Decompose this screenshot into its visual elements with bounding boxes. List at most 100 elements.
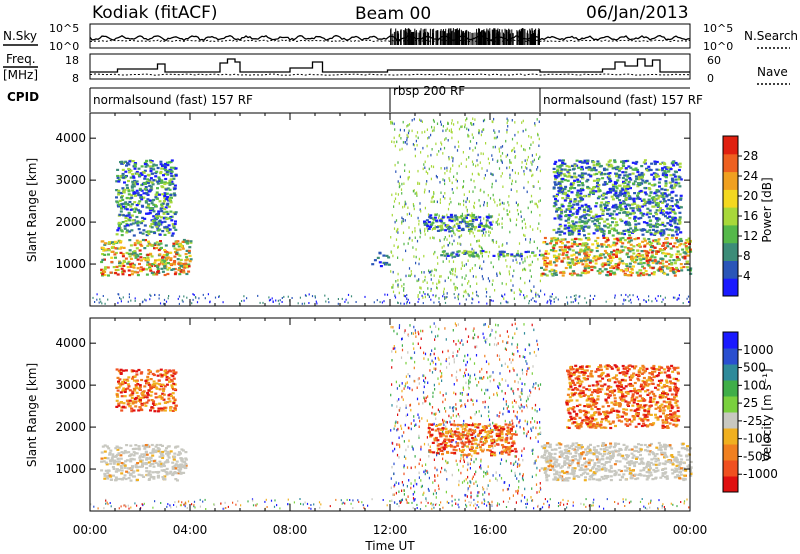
heatmap-cell [131,400,135,403]
heatmap-cell [430,153,432,157]
heatmap-cell [145,159,149,162]
heatmap-cell [384,293,386,296]
heatmap-cell [160,206,164,209]
heatmap-cell [457,215,459,219]
heatmap-cell [125,459,129,462]
heatmap-cell [572,301,574,304]
heatmap-cell [595,202,599,205]
heatmap-cell [487,194,489,197]
heatmap-cell [108,452,112,455]
heatmap-cell [445,137,447,140]
heatmap-cell [612,227,616,230]
heatmap-cell [465,298,467,301]
heatmap-cell [620,187,624,190]
heatmap-cell [151,451,155,454]
heatmap-cell [115,468,119,471]
heatmap-cell [121,255,125,258]
heatmap-cell [509,159,511,162]
heatmap-cell [492,158,494,161]
heatmap-cell [627,195,631,198]
heatmap-cell [654,204,658,207]
heatmap-cell [403,493,405,496]
heatmap-cell [445,252,449,255]
heatmap-cell [118,261,122,264]
heatmap-cell [137,174,141,177]
heatmap-cell [165,226,169,229]
heatmap-cell [158,179,161,182]
heatmap-cell [468,220,472,223]
heatmap-cell [510,279,512,282]
heatmap-cell [554,250,558,253]
heatmap-cell [421,294,423,297]
heatmap-cell [630,259,634,262]
heatmap-cell [127,471,131,474]
heatmap-cell [553,272,556,275]
heatmap-cell [590,188,594,191]
heatmap-cell [593,173,597,176]
heatmap-cell [466,221,469,224]
heatmap-cell [661,221,665,224]
heatmap-cell [114,470,118,473]
heatmap-cell [687,237,691,240]
heatmap-cell [635,228,639,231]
heatmap-cell [510,253,514,256]
heatmap-cell [558,223,562,226]
heatmap-cell [483,226,485,230]
heatmap-cell [454,270,456,273]
heatmap-cell [142,257,146,260]
heatmap-cell [176,445,180,448]
heatmap-cell [597,222,601,225]
heatmap-cell [131,390,135,393]
heatmap-cell [672,210,675,213]
heatmap-cell [624,167,628,170]
heatmap-cell [655,217,659,220]
heatmap-cell [152,168,156,171]
heatmap-cell [558,164,562,167]
heatmap-cell [573,240,577,243]
heatmap-cell [614,194,618,198]
heatmap-cell [163,226,167,229]
heatmap-cell [105,475,109,478]
heatmap-cell [575,202,579,205]
heatmap-cell [165,473,169,476]
heatmap-cell [580,182,584,185]
heatmap-cell [554,258,558,261]
heatmap-cell [661,169,665,172]
heatmap-cell [585,251,589,254]
heatmap-cell [591,192,595,195]
heatmap-cell [654,297,657,300]
heatmap-cell [506,131,508,134]
heatmap-cell [145,453,149,456]
heatmap-cell [423,223,427,226]
heatmap-cell [411,129,413,133]
heatmap-cell [410,427,412,431]
heatmap-cell [559,169,563,172]
heatmap-cell [173,455,177,458]
heatmap-cell [151,454,155,457]
heatmap-cell [157,263,161,266]
heatmap-cell [459,203,461,206]
heatmap-cell [561,161,565,165]
heatmap-cell [156,180,160,183]
noise-panel: 10^5 10^0 10^5 10^0 [49,22,733,53]
heatmap-cell [182,238,186,242]
heatmap-cell [636,249,640,252]
heatmap-cell [626,211,630,214]
heatmap-cell [470,243,472,246]
heatmap-cell [401,182,403,186]
heatmap-cell [433,120,435,123]
heatmap-cell [610,227,614,230]
heatmap-cell [124,451,128,454]
heatmap-cell [675,239,679,242]
heatmap-cell [471,220,475,223]
heatmap-cell [510,469,513,473]
heatmap-cell [182,460,186,463]
heatmap-cell [430,278,432,281]
heatmap-cell [128,389,132,392]
heatmap-cell [679,178,683,181]
heatmap-cell [595,255,599,258]
heatmap-cell [524,159,526,162]
heatmap-cell [552,195,556,198]
heatmap-cell [154,175,158,178]
heatmap-cell [631,161,635,164]
